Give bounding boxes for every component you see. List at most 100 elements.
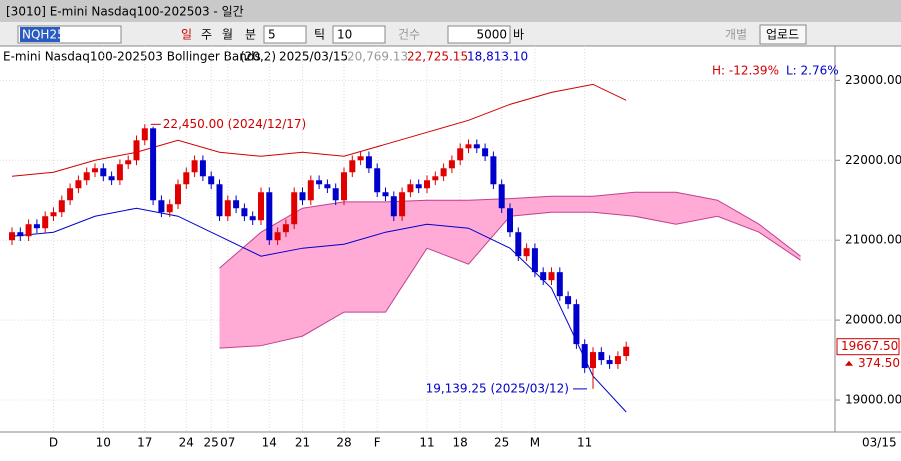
x-tick-label: 28 [336,436,351,450]
candle-body [158,200,165,213]
candle-body [116,164,123,181]
candle-body [166,204,173,213]
title-bar [0,0,901,22]
candle-body [233,200,240,209]
x-tick-label: 11 [577,436,592,450]
candle-body [448,160,455,169]
candle-body [424,180,430,189]
candle-body [75,180,82,189]
x-tick-label: 11 [419,436,434,450]
candle-body [258,192,264,221]
candle-body [415,184,422,189]
candle-body [390,196,397,217]
candle-body [282,224,289,233]
high-pct: H: -12.39% [712,64,779,78]
x-tick-label: F [374,436,381,450]
candle-body [125,160,132,165]
candle-body [374,168,381,193]
candle-body [581,344,588,369]
candle-body [399,192,406,217]
candle-body [349,160,356,173]
candle-body [191,160,198,173]
count-box[interactable] [447,25,511,44]
tick-label[interactable]: 틱 [314,28,325,42]
candle-body [407,184,414,193]
bar-label: 바 [513,28,524,42]
candle-body [507,208,513,233]
legend-date: 2025/03/15 [279,50,348,64]
candle-body [25,224,32,237]
tick-box[interactable] [332,25,386,44]
candle-body [33,224,40,229]
legend-upper: 22,725.15 [407,50,468,64]
x-tick-label: D [49,436,58,450]
count-label[interactable]: 건수 [398,28,420,42]
x-tick-label: M [530,436,540,450]
candle-body [523,248,530,257]
ichimoku-cloud [219,192,801,349]
y-tick-label: 22000.00 [845,153,901,167]
candle-body [249,216,256,221]
candle-body [266,192,273,241]
individual-button[interactable]: 개별 [725,28,747,42]
minute-value[interactable]: 5 [268,28,276,42]
candle-body [382,192,389,197]
candle-body [83,172,90,181]
cloud-span-a [219,191,801,269]
candle-body [606,360,613,365]
legend-name: E-mini Nasdaq100-202503 Bollinger Bands [3,50,261,64]
candle-body [307,180,314,201]
x-tick-label: 18 [453,436,468,450]
candle-body [432,176,439,181]
candle-body [316,180,323,185]
y-tick-label: 20000.00 [845,313,901,327]
y-tick-label: 21000.00 [845,233,901,247]
candle-body [515,232,522,257]
candle-body [100,168,107,177]
x-tick-label: 17 [137,436,152,450]
candle-body [548,272,555,281]
legend-middle: 20,769.13 [347,50,408,64]
y-tick-label: 19000.00 [845,393,901,407]
tick-value[interactable]: 10 [337,28,352,42]
period-day[interactable]: 일 [181,28,192,42]
upload-button[interactable]: 업로드 [766,28,799,42]
candle-body [299,192,306,201]
period-minute[interactable]: 분 [245,28,256,42]
window-title: [3010] E-mini Nasdaq100-202503 - 일간 [6,5,244,19]
x-tick-label: 24 [179,436,194,450]
period-week[interactable]: 주 [201,28,212,42]
period-month[interactable]: 월 [222,28,233,42]
candle-body [440,168,447,177]
x-tick-label: 25 [494,436,509,450]
legend-params: (20,2) [240,50,276,64]
candle-body [208,176,215,185]
candle-body [457,148,464,161]
candle-body [9,232,15,241]
candle-body [473,144,480,149]
candle-body [183,172,190,185]
minute-box[interactable] [263,25,307,44]
candle-body [482,148,489,157]
candle-body [224,200,231,217]
candle-body [274,232,281,241]
candle-body [150,128,157,201]
symbol[interactable]: NQH25 [22,28,65,42]
candle-body [614,356,621,365]
candle-body [291,192,298,225]
upload-box[interactable] [759,24,807,45]
candle-body [324,184,331,189]
candle-body [42,216,49,229]
candle-body [573,304,580,345]
candle-body [50,212,57,217]
x-tick-label: 14 [262,436,277,450]
candle-body [17,232,24,237]
candle-body [565,296,572,305]
legend-lower: 18,813.10 [467,50,528,64]
count-value[interactable]: 5000 [476,28,507,42]
candle-body [67,188,74,201]
x-tick-label: 10 [96,436,111,450]
candle-body [133,140,140,161]
candle-body [175,184,181,205]
